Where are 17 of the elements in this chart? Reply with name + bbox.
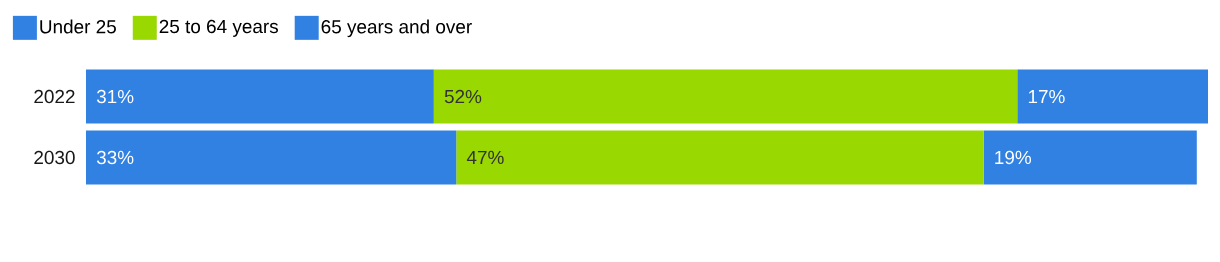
data-label: 47% [466,150,504,165]
data-label: 17% [1028,89,1065,104]
bar [433,69,1018,124]
legend-label: Under 25 [40,19,116,34]
legend-label: 25 to 64 years [159,19,278,37]
data-label: 52% [444,89,482,104]
y-tick-label: 2022 [34,89,75,104]
y-tick-label: 2030 [34,150,75,165]
data-label: 31% [96,89,134,104]
data-label: 19% [995,150,1032,165]
legend-label: 65 years and over [321,19,472,38]
bar [86,69,434,124]
bar [86,130,457,185]
bar [456,130,984,185]
data-label: 33% [96,150,134,165]
bar [983,130,1197,185]
bar [1017,69,1209,124]
